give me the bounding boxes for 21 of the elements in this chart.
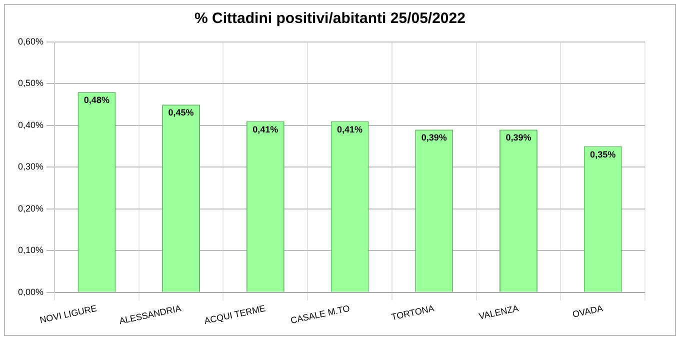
- y-tick-label: 0,50%: [18, 78, 44, 88]
- data-label: 0,45%: [168, 108, 194, 118]
- data-label: 0,48%: [84, 95, 110, 106]
- data-label: 0,39%: [506, 132, 532, 143]
- y-tick-label: 0,20%: [18, 203, 44, 214]
- x-tick-label: NOVI LIGURE: [38, 303, 98, 326]
- y-tick-label: 0,00%: [18, 286, 44, 297]
- y-tick-label: 0,40%: [18, 120, 44, 130]
- data-label: 0,35%: [590, 149, 616, 160]
- data-label: 0,41%: [252, 124, 278, 134]
- x-tick-label: OVADA: [572, 303, 604, 320]
- x-tick-label: CASALE M.TO: [290, 303, 351, 326]
- y-tick-label: 0,30%: [18, 162, 44, 172]
- data-label: 0,41%: [336, 124, 363, 134]
- x-tick-label: VALENZA: [478, 303, 520, 322]
- x-tick-label: ACQUI TERME: [203, 303, 266, 326]
- data-label: 0,39%: [421, 132, 447, 143]
- x-tick-label: TORTONA: [390, 303, 436, 322]
- chart-title: % Cittadini positivi/abitanti 25/05/2022: [194, 10, 466, 28]
- y-tick-label: 0,60%: [18, 36, 44, 46]
- y-tick-label: 0,10%: [18, 245, 44, 256]
